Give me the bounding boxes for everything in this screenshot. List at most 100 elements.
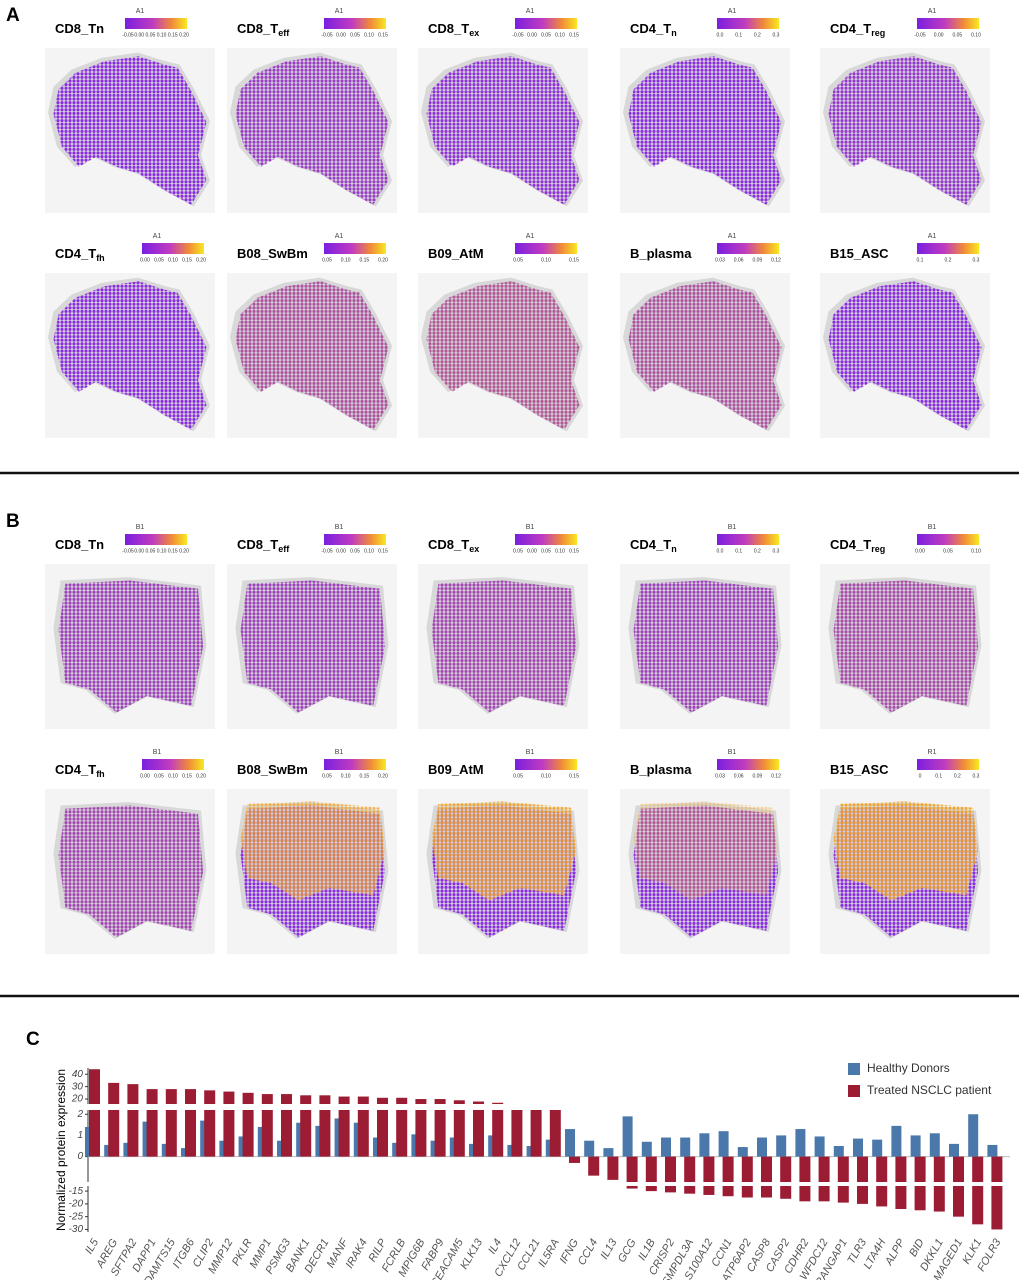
colorbar-tick-label: 0: [919, 773, 922, 779]
bar: [953, 1186, 964, 1217]
bar: [968, 1114, 979, 1157]
colorbar-tick-label: -0.05: [321, 32, 333, 38]
y-axis-label: Normalized protein expression: [54, 1069, 68, 1231]
colorbar: [717, 243, 779, 254]
colorbar-tick-label: 0.10: [364, 548, 374, 554]
colorbar: [324, 534, 386, 545]
x-tick-label: IL4: [486, 1237, 504, 1256]
colorbar-tick-label: 0.20: [196, 773, 206, 779]
bar: [665, 1186, 676, 1193]
title-text: CD4_T: [830, 537, 871, 552]
colorbar-tick-label: 0.15: [569, 548, 579, 554]
spots-high: [58, 805, 204, 938]
legend-label: Healthy Donors: [867, 1061, 950, 1075]
colorbar-tick-label: 0.06: [734, 257, 744, 263]
colorbar-tick-label: -0.05: [321, 548, 333, 554]
bar: [910, 1135, 921, 1157]
bar: [987, 1144, 998, 1157]
colorbar-tick-label: 0.20: [179, 32, 189, 38]
bar: [680, 1137, 691, 1157]
colorbar: [917, 243, 979, 254]
colorbar-tick-label: 0.05: [513, 548, 523, 554]
colorbar-tick-label: 0.1: [735, 548, 742, 554]
colorbar-tick-label: 0.15: [569, 32, 579, 38]
plot-title: CD8_Teff: [237, 537, 290, 554]
bar: [833, 1146, 844, 1157]
colorbar-tick-label: 0.12: [771, 257, 781, 263]
title-subscript: n: [671, 28, 677, 38]
spots-high: [240, 580, 386, 713]
bar: [185, 1110, 196, 1157]
bar: [281, 1094, 292, 1104]
spots-high: [235, 56, 389, 205]
colorbar: [717, 534, 779, 545]
title-text: B15_ASC: [830, 246, 889, 261]
spots-high: [58, 580, 204, 713]
sample-label: A1: [136, 8, 145, 15]
bar: [549, 1110, 561, 1157]
colorbar-tick-label: 0.00: [915, 548, 925, 554]
bar: [492, 1110, 504, 1157]
bar: [757, 1137, 767, 1157]
sample-label: A1: [728, 8, 737, 15]
title-text: B08_SwBm: [237, 762, 308, 777]
bar: [684, 1156, 696, 1182]
spots-high: [633, 580, 779, 713]
colorbar-tick-label: 0.10: [971, 32, 981, 38]
bar: [146, 1110, 158, 1157]
title-text: B08_SwBm: [237, 246, 308, 261]
bar: [876, 1186, 888, 1207]
colorbar-tick-label: 0.03: [715, 773, 725, 779]
sample-label: B1: [526, 524, 535, 531]
bar: [319, 1095, 331, 1104]
colorbar-tick-label: 0.05: [146, 548, 156, 554]
colorbar-tick-label: 0.00: [140, 257, 150, 263]
colorbar-tick-label: 0.15: [359, 257, 369, 263]
title-subscript: fh: [96, 253, 105, 263]
bar: [837, 1156, 849, 1182]
colorbar-tick-label: 0.1: [735, 32, 742, 38]
colorbar-tick-label: 0.05: [146, 32, 156, 38]
colorbar: [515, 534, 577, 545]
colorbar-tick-label: 0.10: [168, 773, 178, 779]
colorbar-tick-label: 0.10: [555, 32, 565, 38]
bar: [780, 1156, 792, 1182]
colorbar-tick-label: 0.05: [350, 548, 360, 554]
plot-title: CD4_Tn: [630, 537, 677, 554]
plot-title: CD8_Teff: [237, 21, 290, 38]
y-tick-label: 20: [71, 1094, 84, 1105]
legend-swatch: [848, 1085, 860, 1097]
colorbar-tick-label: 0.20: [378, 773, 388, 779]
bar: [814, 1136, 825, 1157]
colorbar-tick-label: 0.00: [336, 548, 346, 554]
panel-label: B: [6, 511, 20, 532]
bar: [492, 1102, 504, 1104]
colorbar: [324, 18, 386, 29]
title-subscript: fh: [96, 769, 105, 779]
colorbar-tick-label: 0.10: [364, 32, 374, 38]
bar: [357, 1096, 369, 1104]
bar: [933, 1156, 945, 1182]
title-text: B09_AtM: [428, 762, 484, 777]
colorbar-tick-label: 0.00: [134, 32, 144, 38]
colorbar-tick-label: 0.15: [168, 548, 178, 554]
x-tick-label: CCL4: [576, 1237, 600, 1267]
sample-label: A1: [928, 233, 937, 240]
colorbar-tick-label: 0.03: [715, 257, 725, 263]
colorbar-tick-label: 0.2: [945, 257, 952, 263]
colorbar-tick-label: 0.15: [378, 32, 388, 38]
colorbar-tick-label: 0.05: [513, 773, 523, 779]
colorbar-tick-label: 0.00: [934, 32, 944, 38]
title-text: CD8_Tn: [55, 21, 104, 36]
bar: [415, 1099, 427, 1104]
colorbar-tick-label: 0.15: [569, 773, 579, 779]
sample-label: A1: [526, 233, 535, 240]
title-text: CD4_T: [55, 762, 96, 777]
bar: [261, 1110, 273, 1157]
bar: [684, 1186, 696, 1194]
title-text: B_plasma: [630, 246, 692, 261]
bar: [895, 1186, 907, 1209]
sample-label: B1: [728, 524, 737, 531]
x-tick-label: GCG: [616, 1237, 639, 1265]
